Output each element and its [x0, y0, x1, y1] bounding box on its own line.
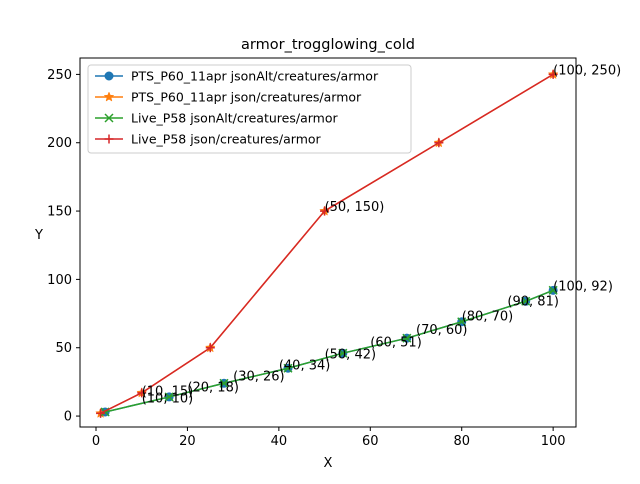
series-3-point [283, 363, 293, 373]
legend-item: PTS_P60_11apr jsonAlt/creatures/armor [95, 69, 379, 84]
y-axis-label: Y [34, 228, 43, 243]
data-label: (50, 42) [325, 348, 377, 363]
legend-item: Live_P58 json/creatures/armor [95, 132, 322, 147]
x-axis-ticks: 0 20 40 60 80 100 [92, 427, 566, 449]
y-tick-label: 150 [47, 205, 72, 220]
x-axis-label: X [324, 456, 333, 471]
series-4-line [100, 73, 554, 415]
data-label: (60, 51) [370, 335, 422, 350]
series-3-point [402, 333, 412, 343]
legend-label: Live_P58 jsonAlt/creatures/armor [131, 111, 338, 126]
data-label: (10, 10) [142, 391, 194, 406]
series-3-point [338, 348, 348, 358]
y-tick-label: 50 [55, 341, 72, 356]
series-3-point [219, 378, 229, 388]
y-tick-label: 0 [64, 410, 72, 425]
x-tick-label: 100 [541, 434, 566, 449]
x-tick-label: 40 [271, 434, 288, 449]
series-4-point [434, 138, 444, 148]
legend-box [87, 64, 412, 154]
legend-label: Live_P58 json/creatures/armor [131, 132, 322, 147]
legend-item: Live_P58 jsonAlt/creatures/armor [95, 111, 338, 126]
legend-label: PTS_P60_11apr jsonAlt/creatures/armor [131, 69, 379, 84]
legend-label: PTS_P60_11apr json/creatures/armor [131, 90, 362, 105]
data-label: (20, 18) [187, 380, 239, 395]
legend-item: PTS_P60_11apr json/creatures/armor [95, 90, 362, 105]
y-axis-ticks: 0 50 100 150 200 250 [47, 68, 80, 425]
annotations: (10, 15)(10, 10)(20, 18)(30, 26)(40, 34)… [142, 63, 621, 406]
series-4-point [320, 206, 330, 216]
y-tick-label: 100 [47, 273, 72, 288]
legend-marker [103, 91, 115, 102]
data-label: (10, 15) [142, 385, 194, 400]
plot-area [95, 68, 559, 418]
legend-marker [104, 134, 114, 144]
x-tick-label: 20 [179, 434, 196, 449]
series-4-point [205, 343, 215, 353]
series-4 [96, 69, 558, 418]
x-tick-label: 0 [92, 434, 100, 449]
series-4-point [96, 408, 106, 418]
series-3-point [548, 285, 558, 295]
data-label: (50, 150) [325, 200, 385, 215]
data-label: (100, 250) [553, 63, 621, 78]
x-tick-label: 80 [453, 434, 470, 449]
data-label: (40, 34) [279, 359, 331, 374]
data-label: (100, 92) [553, 279, 613, 294]
x-tick-label: 60 [362, 434, 379, 449]
data-label: (90, 81) [507, 294, 559, 309]
series-4-point [137, 388, 147, 398]
plot-frame [79, 57, 577, 428]
y-tick-label: 200 [47, 136, 72, 151]
legend-marker [104, 71, 114, 81]
data-label: (80, 70) [462, 309, 514, 324]
data-label: (70, 60) [416, 323, 468, 338]
legend-marker [104, 113, 114, 123]
series-3-point [521, 296, 531, 306]
data-label: (30, 26) [233, 370, 285, 385]
series-3-point [164, 392, 174, 402]
y-tick-label: 250 [47, 68, 72, 83]
legend: PTS_P60_11apr jsonAlt/creatures/armor PTS… [87, 64, 412, 154]
series-3-point [457, 317, 467, 327]
chart-title: armor_trogglowing_cold [241, 37, 415, 53]
series-4-point [548, 69, 558, 79]
